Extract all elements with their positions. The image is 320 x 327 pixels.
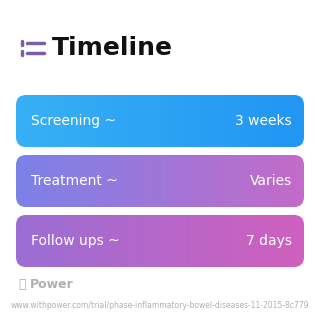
Text: Power: Power <box>30 279 74 291</box>
Text: 7 days: 7 days <box>246 234 292 248</box>
Text: Varies: Varies <box>250 174 292 188</box>
Text: ⛉: ⛉ <box>18 279 26 291</box>
Text: www.withpower.com/trial/phase-inflammatory-bowel-diseases-11-2015-8c779: www.withpower.com/trial/phase-inflammato… <box>11 301 309 309</box>
Text: Timeline: Timeline <box>52 36 173 60</box>
Text: Follow ups ~: Follow ups ~ <box>31 234 120 248</box>
Text: Treatment ~: Treatment ~ <box>31 174 118 188</box>
Text: Screening ~: Screening ~ <box>31 114 116 128</box>
Text: 3 weeks: 3 weeks <box>235 114 292 128</box>
